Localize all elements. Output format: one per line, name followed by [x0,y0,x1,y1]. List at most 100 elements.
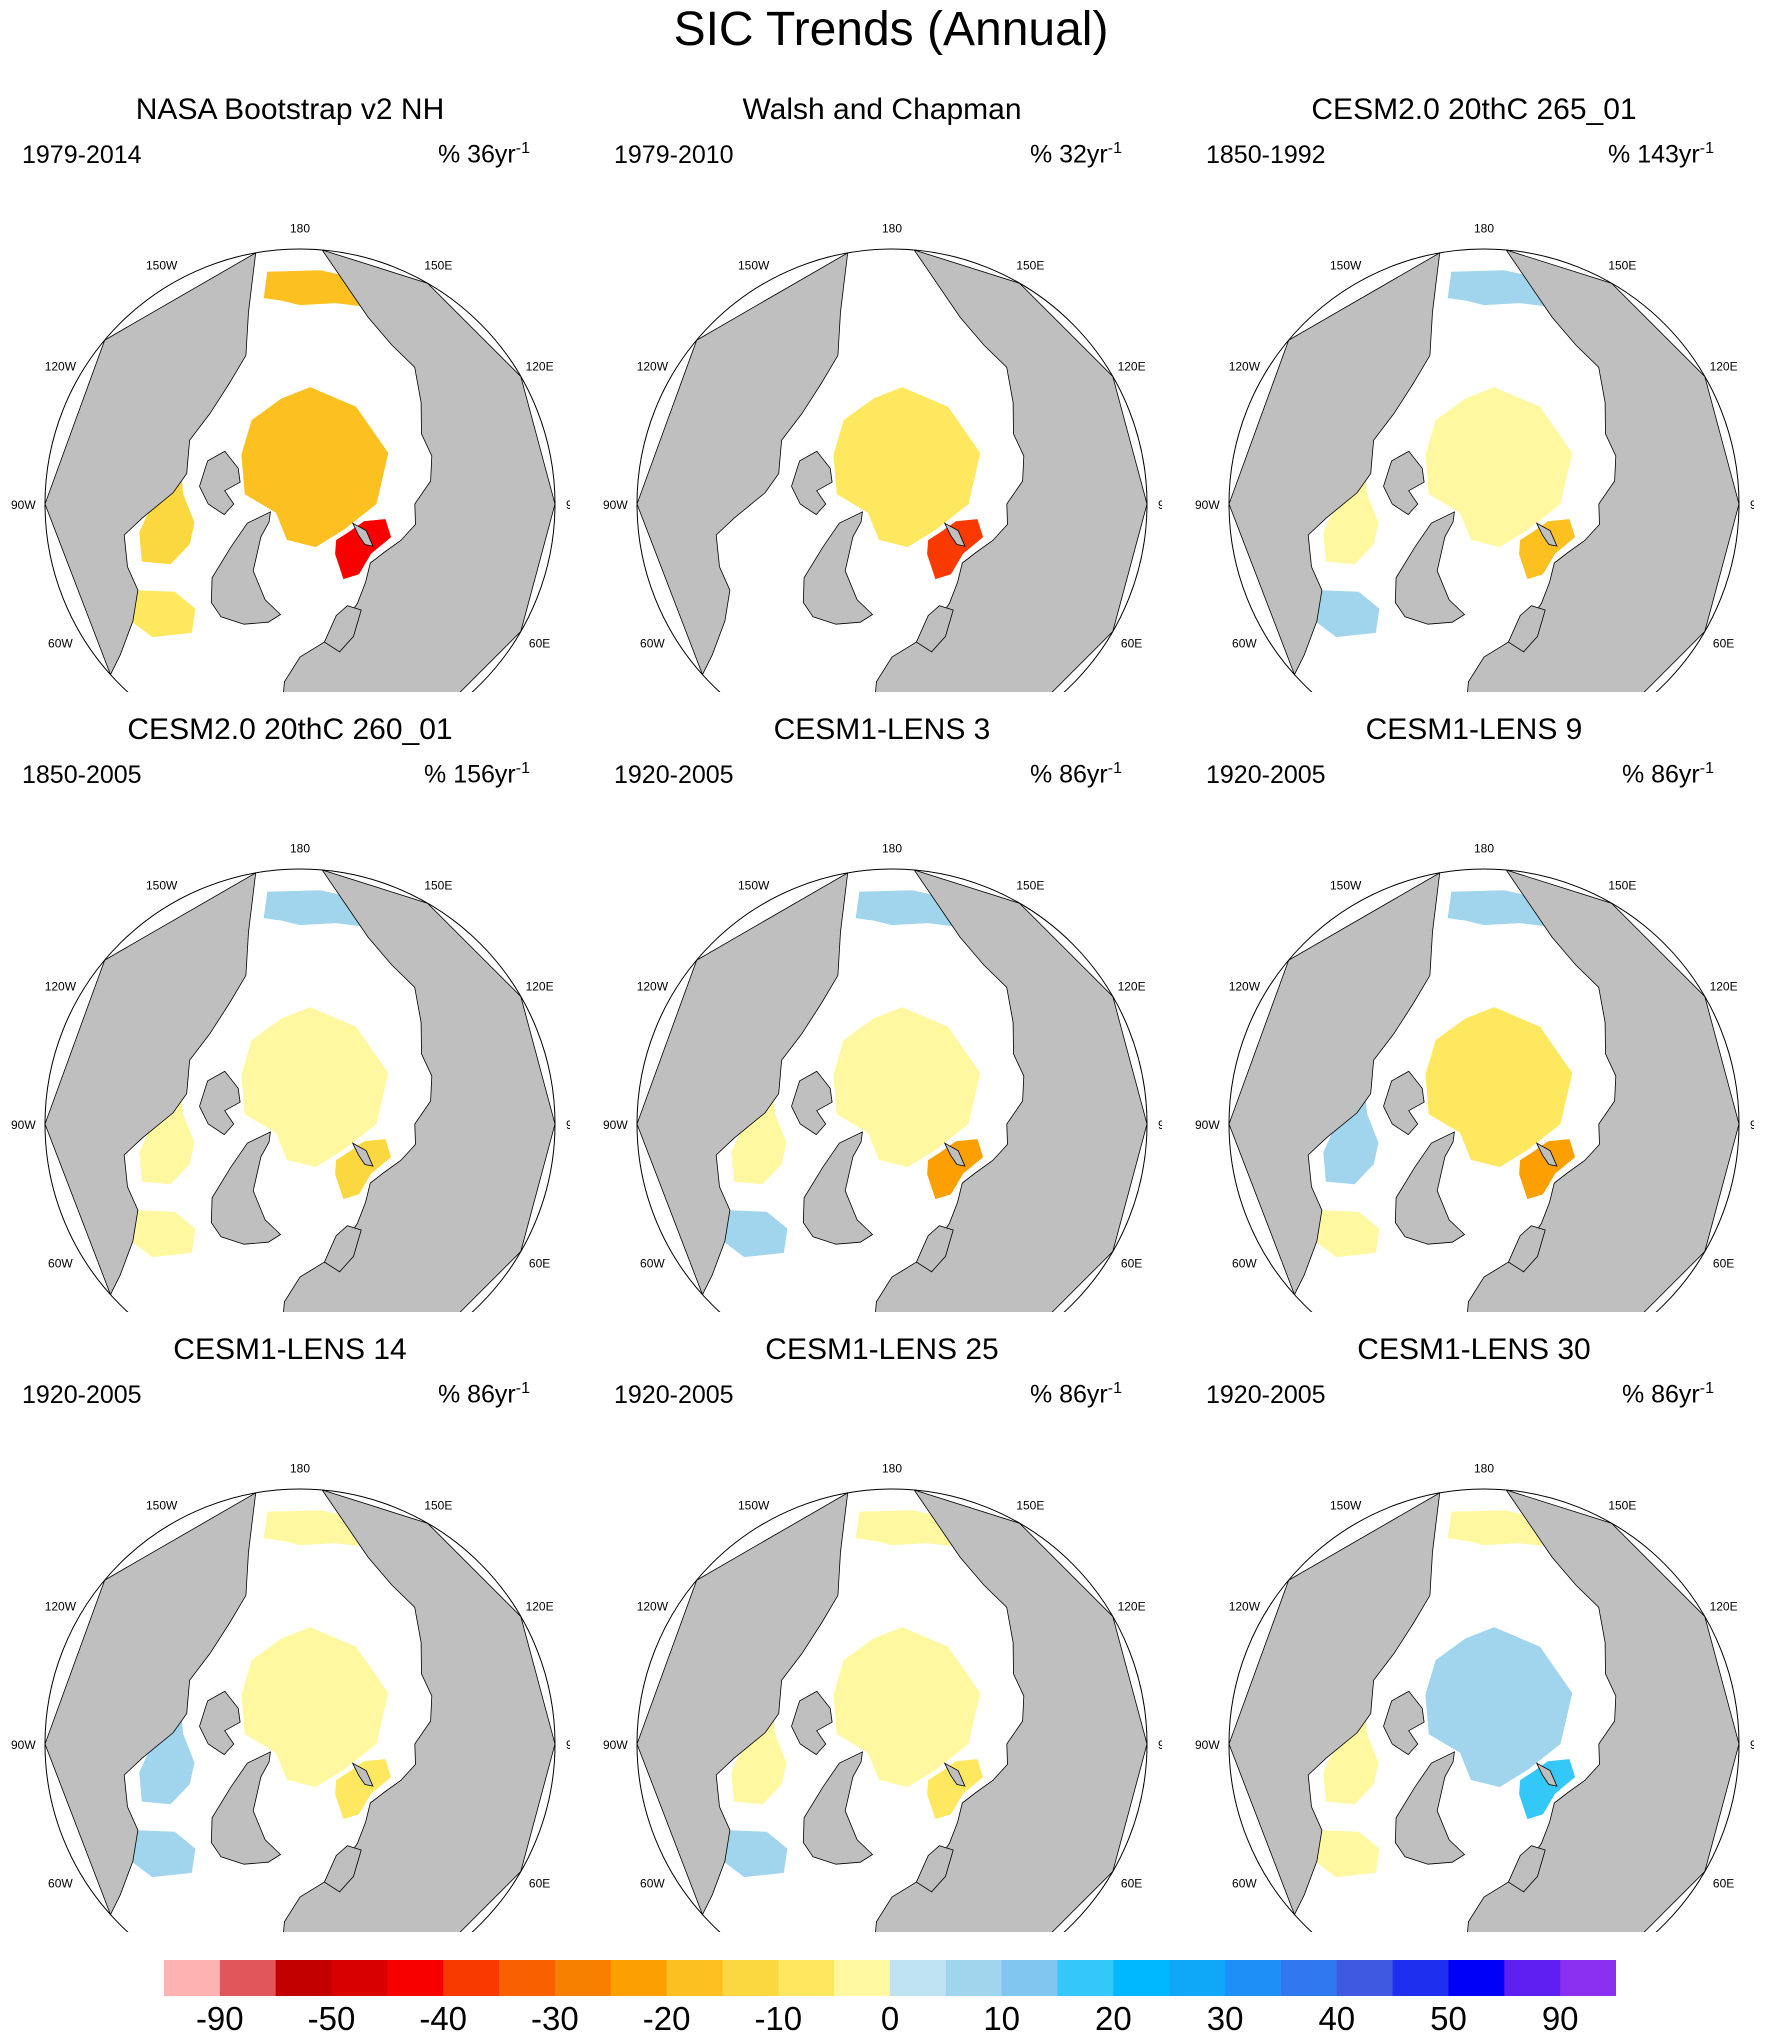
longitude-label: 120W [1229,1600,1261,1614]
trend-region-hudson_baffin [139,460,195,565]
longitude-label: 150W [1330,1498,1362,1512]
land-greenland [210,511,282,625]
longitude-label: 60E [1121,1256,1142,1270]
longitude-label: 60E [1713,1256,1734,1270]
map-panel: 180150E120E90E60E30E030W60W90W120W150WCE… [602,712,1162,1312]
land-caa [791,1690,833,1756]
land-namerica [637,1492,849,1916]
longitude-label: 90W [1195,498,1220,512]
map-boundary [636,1488,1148,1932]
trend-region-labrador [714,1830,788,1878]
colorbar-tick-label: 90 [1541,2000,1579,2037]
colorbar-bin [331,1960,388,1996]
longitude-label: 90E [566,498,570,512]
longitude-label: 90W [11,1118,36,1132]
longitude-label: 150E [424,258,452,272]
map-boundary [636,248,1148,692]
colorbar-bin [1336,1960,1394,1996]
trend-region-central_arctic [241,1627,389,1788]
map-boundary [1228,248,1740,692]
longitude-label: 120W [637,980,669,994]
trend-region-central_arctic [241,1007,389,1168]
polar-map: 180150E120E90E60E30E030W60W90W120W150W [11,221,570,692]
longitude-label: 150E [1016,258,1044,272]
trend-region-central_arctic [1425,1627,1573,1788]
colorbar-bin [164,1960,221,1996]
colorbar-bin [945,1960,1003,1996]
trend-region-hudson_baffin [1323,1080,1379,1185]
longitude-label: 90E [1750,498,1754,512]
panel-title: NASA Bootstrap v2 NH [135,93,445,126]
polar-map: 180150E120E90E60E30E030W60W90W120W150W [11,841,570,1312]
longitude-label: 90W [1195,1738,1220,1752]
longitude-label: 150E [1016,878,1044,892]
longitude-label: 60E [1713,636,1734,650]
land-namerica [45,872,257,1296]
map-panel: 180150E120E90E60E30E030W60W90W120W150WCE… [602,1332,1162,1932]
polar-map: 180150E120E90E60E30E030W60W90W120W150W [1195,841,1754,1312]
trend-region-hudson_baffin [731,1080,787,1185]
colorbar-bin [1225,1960,1282,1996]
colorbar-tick-label: -10 [754,2000,803,2037]
colorbar-tick-label: 50 [1430,2000,1467,2037]
longitude-label: 90W [1195,1118,1220,1132]
land-nz [943,1762,966,1787]
panel-period: 1920-2005 [614,761,734,789]
longitude-label: 180 [882,841,902,855]
trend-region-hudson_baffin [1323,1700,1379,1805]
trend-region-barents_kara [335,519,392,580]
colorbar-tick-label: 30 [1206,2000,1244,2037]
land-scandinavia [323,605,362,653]
panel-period: 1920-2005 [1206,1381,1326,1409]
longitude-label: 180 [1474,1461,1494,1475]
land-namerica [637,872,849,1296]
trend-region-barents_kara [1519,1759,1576,1820]
trend-region-labrador [122,1210,196,1258]
longitude-label: 120E [1710,360,1738,374]
longitude-label: 60E [529,636,550,650]
longitude-label: 120E [526,360,554,374]
colorbar-tick-label: 20 [1095,2000,1132,2037]
colorbar-tick-label: 0 [880,2000,900,2037]
land-nz [1535,1142,1558,1167]
map-panel: 180150E120E90E60E30E030W60W90W120W150WCE… [1194,92,1754,692]
map-boundary [44,1488,556,1932]
map-panel: 180150E120E90E60E30E030W60W90W120W150WCE… [10,712,570,1312]
trend-region-labrador [714,1210,788,1258]
longitude-label: 150W [738,1498,770,1512]
land-caa [199,1690,241,1756]
trend-region-barents_kara [927,519,984,580]
panel-unit: % 156yr-1 [424,760,530,789]
trend-region-hudson_baffin [139,1080,195,1185]
colorbar-bin [778,1960,835,1996]
land-scandinavia [915,1845,954,1893]
trend-region-labrador [122,1830,196,1878]
colorbar-bin [890,1960,947,1996]
land-namerica [1229,872,1441,1296]
colorbar-bin [1001,1960,1059,1996]
land-greenland [210,1131,282,1245]
longitude-label: 120W [1229,980,1261,994]
longitude-label: 120W [45,980,77,994]
land-greenland [802,1751,874,1865]
longitude-label: 180 [290,841,310,855]
polar-map: 180150E120E90E60E30E030W60W90W120W150W [603,841,1162,1312]
longitude-label: 120E [526,1600,554,1614]
land-caa [1383,1690,1425,1756]
longitude-label: 90E [1158,1118,1162,1132]
panel-unit: % 32yr-1 [1029,140,1122,169]
colorbar-bin [387,1960,444,1996]
panel-unit: % 86yr-1 [437,1380,530,1409]
polar-map: 180150E120E90E60E30E030W60W90W120W150W [603,1461,1162,1932]
colorbar-bin [1280,1960,1338,1996]
trend-region-central_arctic [241,387,389,548]
trend-region-hudson_baffin [1323,460,1379,565]
colorbar-bin [666,1960,723,1996]
land-caa [199,450,241,516]
land-caa [791,1070,833,1136]
longitude-label: 180 [882,221,902,235]
land-namerica [1229,252,1441,676]
trend-region-central_arctic [1425,387,1573,548]
longitude-label: 150W [146,1498,178,1512]
longitude-label: 150W [146,878,178,892]
